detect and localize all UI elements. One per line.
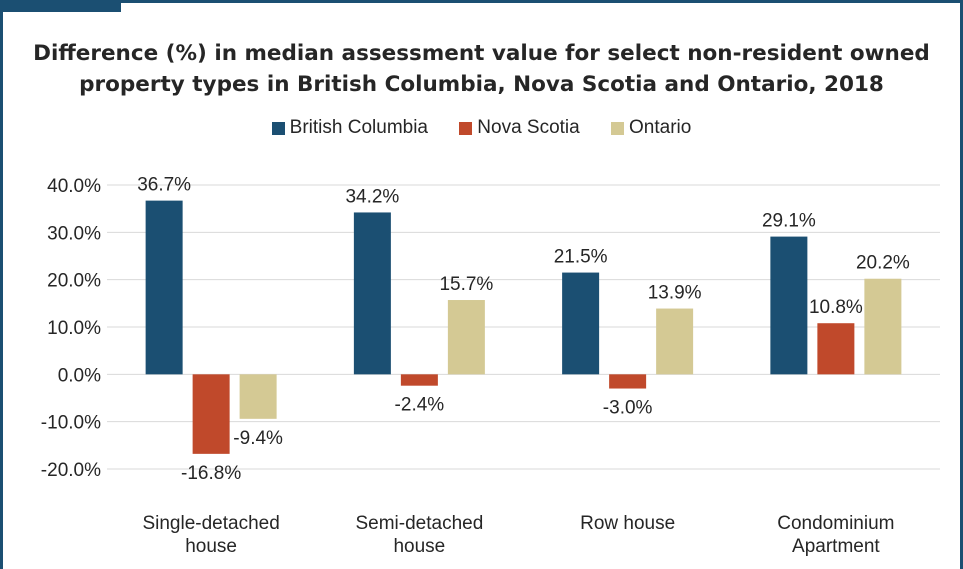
category-label: Semi-detached [355,513,483,534]
bar [609,374,647,389]
data-label: 29.1% [762,211,816,232]
category-label: house [393,536,445,557]
category-label: Single-detached [142,513,279,534]
data-label: -9.4% [233,428,283,449]
category-label: Row house [580,513,675,534]
legend-item-nova-scotia: Nova Scotia [459,117,580,139]
data-label: 36.7% [137,175,191,196]
y-tick-label: 20.0% [47,271,101,292]
legend-label-ontario: Ontario [629,117,692,138]
bar [192,374,230,454]
corner-tab-decoration [3,3,121,12]
category-label: house [185,536,237,557]
data-label: -3.0% [603,398,653,419]
legend-item-british-columbia: British Columbia [271,117,428,139]
legend-swatch-nova-scotia [459,121,473,135]
bar [239,374,277,419]
chart-title-line-1: Difference (%) in median assessment valu… [33,41,930,66]
category-label: Apartment [792,536,880,557]
y-tick-label: 10.0% [47,318,101,339]
data-label: 21.5% [554,247,608,268]
y-tick-label: 0.0% [58,365,101,386]
bar [400,374,438,386]
legend-item-ontario: Ontario [611,117,691,139]
bar [770,236,808,375]
legend-swatch-british-columbia [271,121,285,135]
chart-title: Difference (%) in median assessment valu… [0,38,963,100]
bar [447,300,485,375]
y-tick-label: 40.0% [47,176,101,197]
data-label: 15.7% [439,274,493,295]
legend-label-nova-scotia: Nova Scotia [477,117,580,138]
data-label: 20.2% [856,253,910,274]
bar [864,278,902,375]
data-label: 10.8% [809,297,863,318]
data-label: 34.2% [345,186,399,207]
bar [145,200,183,375]
bar [817,323,855,375]
bar [656,308,694,375]
chart-legend: British Columbia Nova Scotia Ontario [0,117,963,141]
chart-title-line-2: property types in British Columbia, Nova… [79,72,884,97]
data-label: 13.9% [648,283,702,304]
data-label: -2.4% [395,395,445,416]
legend-swatch-ontario [611,121,625,135]
bar [353,212,391,375]
category-label: Condominium [777,513,894,534]
bar [562,272,600,375]
y-tick-label: -10.0% [41,413,101,434]
y-tick-label: -20.0% [41,460,101,481]
y-tick-label: 30.0% [47,223,101,244]
legend-label-british-columbia: British Columbia [289,117,428,138]
data-label: -16.8% [181,463,241,484]
